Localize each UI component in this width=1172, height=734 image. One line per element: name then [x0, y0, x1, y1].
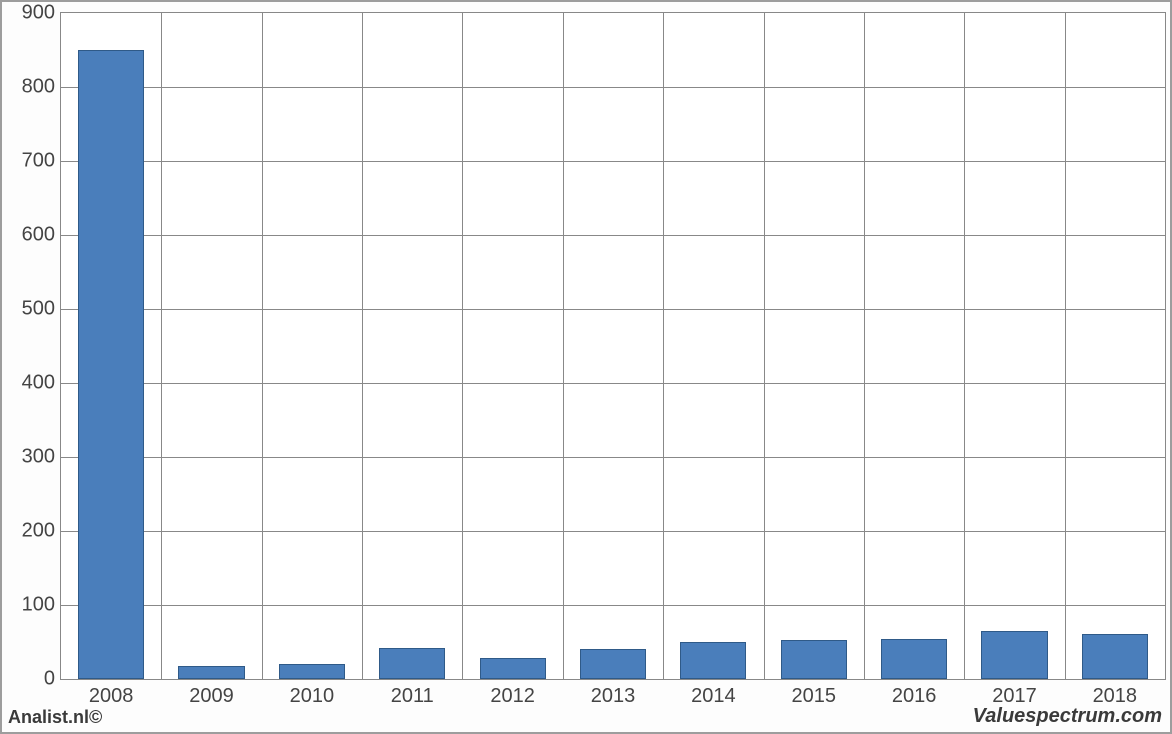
bar [78, 50, 144, 679]
bar [580, 649, 646, 679]
x-tick-label: 2014 [691, 679, 736, 708]
y-tick-label: 900 [22, 2, 61, 25]
chart-frame: 0 100 200 300 400 500 600 700 800 900 2008 2009 2010… [0, 0, 1172, 734]
y-tick-label: 800 [22, 76, 61, 99]
gridline-horizontal [61, 235, 1165, 236]
gridline-horizontal [61, 161, 1165, 162]
bar [781, 640, 847, 679]
gridline-horizontal [61, 309, 1165, 310]
bar [379, 648, 445, 679]
gridline-vertical [663, 13, 664, 679]
x-tick-label: 2015 [791, 679, 836, 708]
gridline-vertical [764, 13, 765, 679]
y-tick-label: 700 [22, 150, 61, 173]
gridline-vertical [864, 13, 865, 679]
x-tick-label: 2009 [189, 679, 234, 708]
gridline-horizontal [61, 457, 1165, 458]
y-tick-label: 200 [22, 520, 61, 543]
gridline-vertical [964, 13, 965, 679]
x-tick-label: 2008 [89, 679, 134, 708]
bar [279, 664, 345, 679]
bar [680, 642, 746, 679]
bar [981, 631, 1047, 679]
y-tick-label: 100 [22, 594, 61, 617]
bar [480, 658, 546, 679]
footer-right-credit: Valuespectrum.com [973, 705, 1162, 728]
plot-area: 0100200300400500600700800900200820092010… [60, 12, 1166, 680]
gridline-horizontal [61, 605, 1165, 606]
x-tick-label: 2018 [1093, 679, 1138, 708]
gridline-vertical [262, 13, 263, 679]
bar [1082, 634, 1148, 679]
gridline-vertical [1065, 13, 1066, 679]
gridline-vertical [563, 13, 564, 679]
gridline-horizontal [61, 531, 1165, 532]
y-tick-label: 300 [22, 446, 61, 469]
y-tick-label: 600 [22, 224, 61, 247]
x-tick-label: 2011 [391, 679, 434, 708]
x-tick-label: 2017 [992, 679, 1037, 708]
gridline-horizontal [61, 87, 1165, 88]
gridline-vertical [462, 13, 463, 679]
gridline-vertical [161, 13, 162, 679]
gridline-vertical [362, 13, 363, 679]
y-tick-label: 500 [22, 298, 61, 321]
x-tick-label: 2013 [591, 679, 636, 708]
bar [881, 639, 947, 679]
y-tick-label: 0 [44, 668, 61, 691]
x-tick-label: 2012 [490, 679, 535, 708]
y-tick-label: 400 [22, 372, 61, 395]
x-tick-label: 2010 [290, 679, 335, 708]
footer-left-credit: Analist.nl© [8, 707, 102, 728]
bar [178, 666, 244, 679]
x-tick-label: 2016 [892, 679, 937, 708]
gridline-horizontal [61, 383, 1165, 384]
